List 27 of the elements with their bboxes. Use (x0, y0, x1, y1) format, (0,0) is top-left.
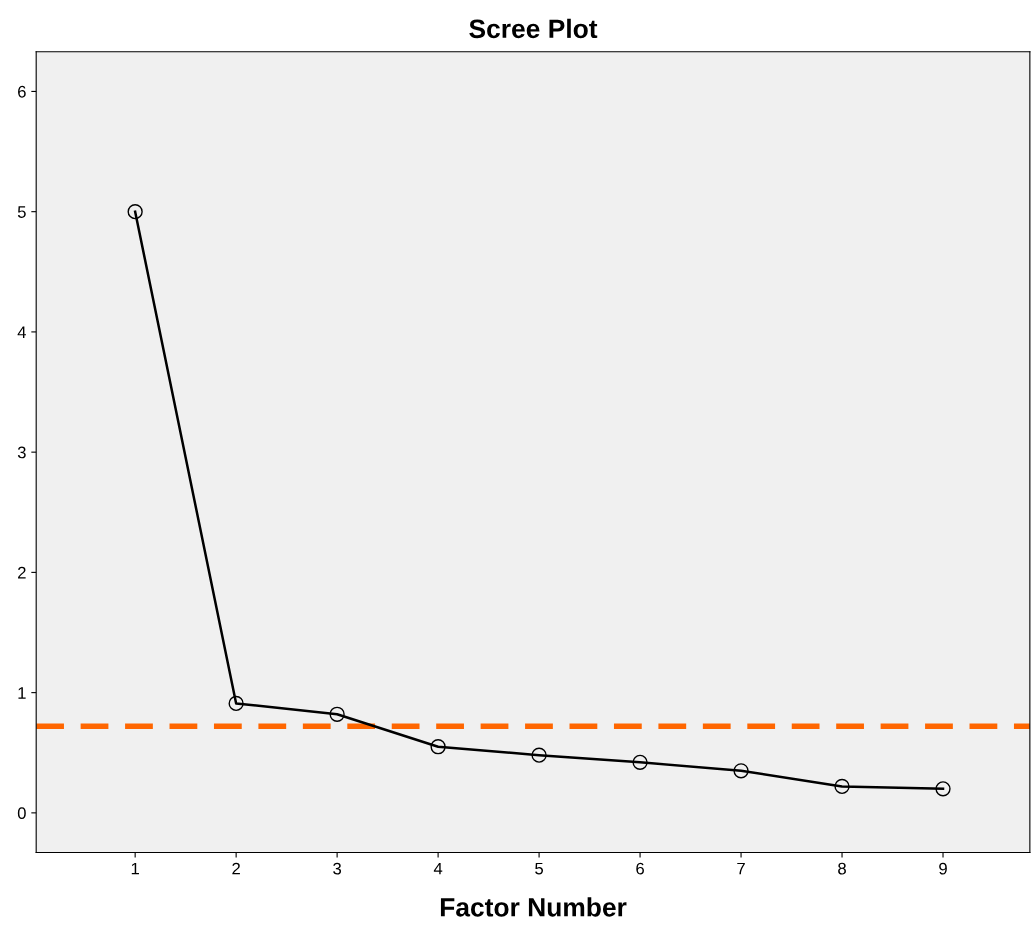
x-axis-title: Factor Number (440, 897, 627, 917)
y-tick-label: 1 (18, 687, 26, 699)
point (632, 754, 648, 771)
y-tick-label: 0 (17, 807, 26, 820)
point (329, 706, 345, 722)
chart-title: Scree Plot (469, 18, 598, 39)
point (430, 739, 446, 755)
x-tick-label: 1 (131, 862, 139, 875)
y-tick-label: 4 (17, 326, 26, 338)
x-tick-label: 8 (838, 862, 846, 875)
y-tick-label: 3 (17, 446, 26, 459)
x-tick-label: 4 (433, 862, 443, 875)
x-tick-label: 3 (333, 862, 342, 875)
y-tick-label: 2 (18, 566, 26, 579)
point (127, 204, 143, 220)
x-tick-label: 7 (737, 862, 745, 875)
x-tick-label: 9 (939, 862, 947, 875)
point (733, 763, 749, 779)
point (531, 747, 547, 763)
x-tick-label: 5 (535, 862, 544, 875)
x-tick-label: 2 (232, 862, 240, 875)
point (834, 778, 850, 795)
y-tick-label: 6 (18, 85, 26, 98)
point (228, 695, 244, 712)
point (935, 781, 951, 797)
y-tick-label: 5 (17, 206, 26, 218)
x-tick-label: 6 (636, 862, 644, 875)
